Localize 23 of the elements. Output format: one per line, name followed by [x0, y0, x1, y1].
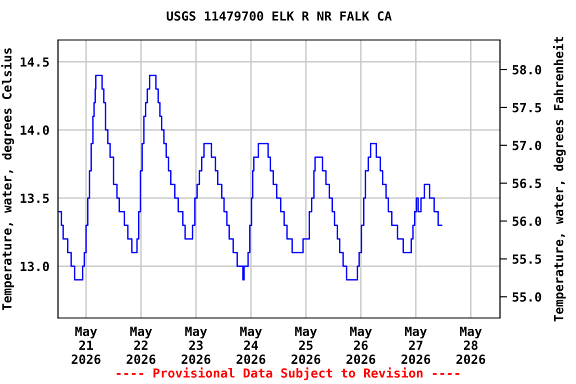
y2-tick-label: 56.5 [512, 178, 542, 188]
y-tick-label: 13.0 [20, 262, 49, 272]
y2-axis-title: Temperature, water, degrees Fahrenheit [553, 36, 566, 322]
x-tick-label: May 28 2026 [456, 326, 486, 364]
x-tick-label: May 21 2026 [72, 326, 100, 364]
chart-title: USGS 11479700 ELK R NR FALK CA [166, 11, 392, 21]
y2-tick-label: 55.0 [512, 292, 542, 302]
x-tick-label: May 26 2026 [346, 326, 376, 364]
y-tick-label: 14.0 [20, 125, 49, 135]
y-tick-label: 14.5 [20, 57, 49, 67]
x-tick-label: May 23 2026 [182, 326, 210, 364]
x-tick-label: May 24 2026 [236, 326, 266, 364]
y2-tick-label: 58.0 [512, 65, 542, 74]
y-tick-label: 13.5 [20, 194, 49, 204]
y2-tick-label: 57.0 [512, 140, 542, 150]
y2-tick-label: 56.0 [512, 216, 542, 226]
y2-tick-label: 55.5 [512, 254, 542, 264]
text: ---- Provisional Data Subject to Revision ---- [116, 367, 460, 380]
y2-tick-label: 57.5 [512, 103, 542, 112]
x-tick-label: May 22 2026 [126, 326, 156, 364]
y-axis-title: Temperature, water, degrees Celsius [1, 48, 14, 310]
x-tick-label: May 25 2026 [292, 326, 320, 364]
x-tick-label: May 27 2026 [401, 326, 430, 364]
